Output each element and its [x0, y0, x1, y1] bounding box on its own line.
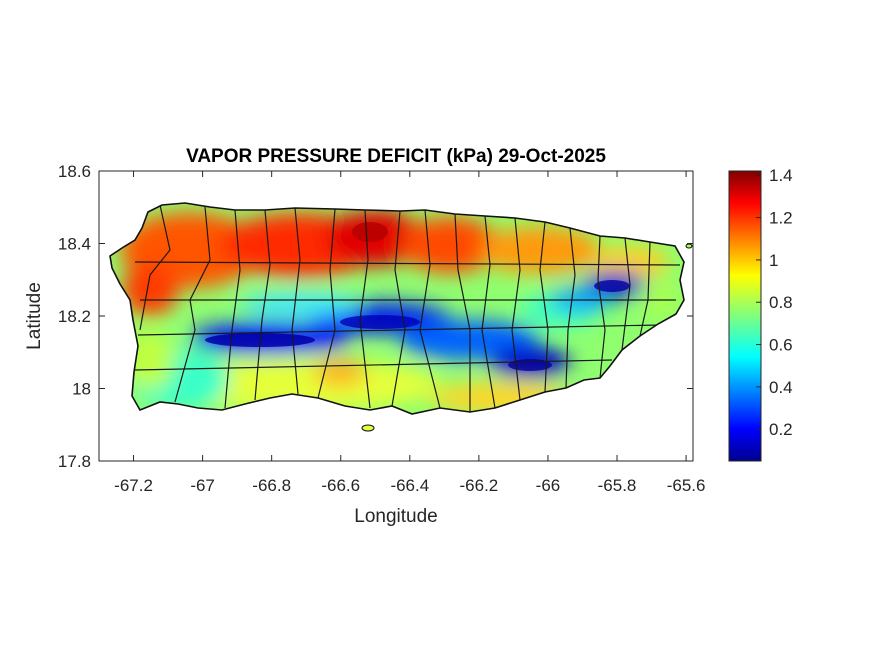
y-axis-label: Latitude	[24, 282, 45, 350]
colorbar-tick-label: 1.2	[769, 209, 793, 228]
x-axis-label: Longitude	[354, 506, 437, 527]
x-axis-ticks: -67.2 -67 -66.8 -66.6 -66.4 -66.2 -66 -65.8 -65.…	[114, 171, 705, 495]
y-tick-label: 18	[72, 380, 91, 399]
y-tick-label: 18.6	[58, 162, 91, 181]
colorbar-tick-label: 0.6	[769, 336, 793, 355]
x-tick-label: -66.8	[252, 476, 291, 495]
colorbar-ticks: 0.2 0.4 0.6 0.8 1 1.2 1.4	[756, 166, 793, 439]
x-tick-label: -66.4	[390, 476, 429, 495]
municipality-boundaries	[134, 204, 681, 412]
caja-de-muertos-island	[361, 424, 375, 432]
y-tick-label: 18.2	[58, 307, 91, 326]
x-tick-label: -67	[190, 476, 215, 495]
x-tick-label: -67.2	[114, 476, 153, 495]
x-tick-label: -65.6	[667, 476, 706, 495]
east-offshore-islet	[685, 243, 693, 249]
colorbar-tick-label: 1.4	[769, 166, 793, 185]
colorbar-tick-label: 0.8	[769, 293, 793, 312]
y-axis-ticks: 17.8 18 18.2 18.4 18.6	[58, 162, 693, 471]
x-tick-label: -65.8	[598, 476, 637, 495]
colorbar-tick-label: 0.2	[769, 420, 793, 439]
x-tick-label: -66	[536, 476, 561, 495]
y-tick-label: 18.4	[58, 235, 91, 254]
x-tick-label: -66.2	[460, 476, 499, 495]
colorbar-gradient	[728, 170, 762, 462]
colorbar: 0.2 0.4 0.6 0.8 1 1.2 1.4	[728, 166, 793, 462]
chart-title: VAPOR PRESSURE DEFICIT (kPa) 29-Oct-2025	[186, 146, 606, 167]
x-tick-label: -66.6	[321, 476, 360, 495]
island-outline	[109, 202, 685, 415]
colorbar-tick-label: 0.4	[769, 378, 793, 397]
y-tick-label: 17.8	[58, 452, 91, 471]
colorbar-tick-label: 1	[769, 251, 778, 270]
